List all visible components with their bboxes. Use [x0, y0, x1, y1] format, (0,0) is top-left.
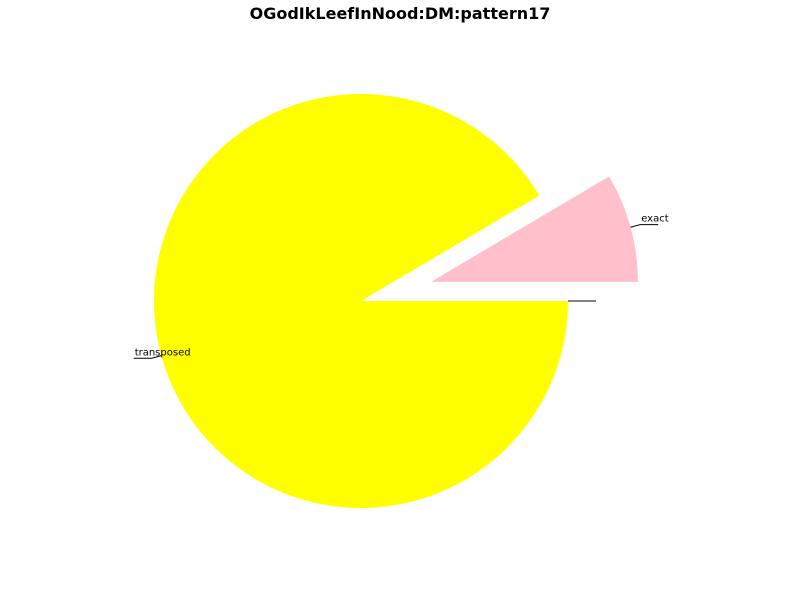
leader-line-transposed — [133, 355, 162, 359]
slice-label-exact: exact — [641, 214, 669, 225]
slices-layer — [153, 94, 638, 509]
labels-layer: transposed exact — [133, 214, 669, 359]
pie-slice-transposed — [153, 94, 568, 509]
leader-line-exact — [630, 224, 659, 228]
slice-label-transposed: transposed — [135, 347, 191, 358]
chart-title: OGodIkLeefInNood:DM:pattern17 — [250, 4, 551, 23]
pie-slice-exact — [430, 176, 638, 282]
